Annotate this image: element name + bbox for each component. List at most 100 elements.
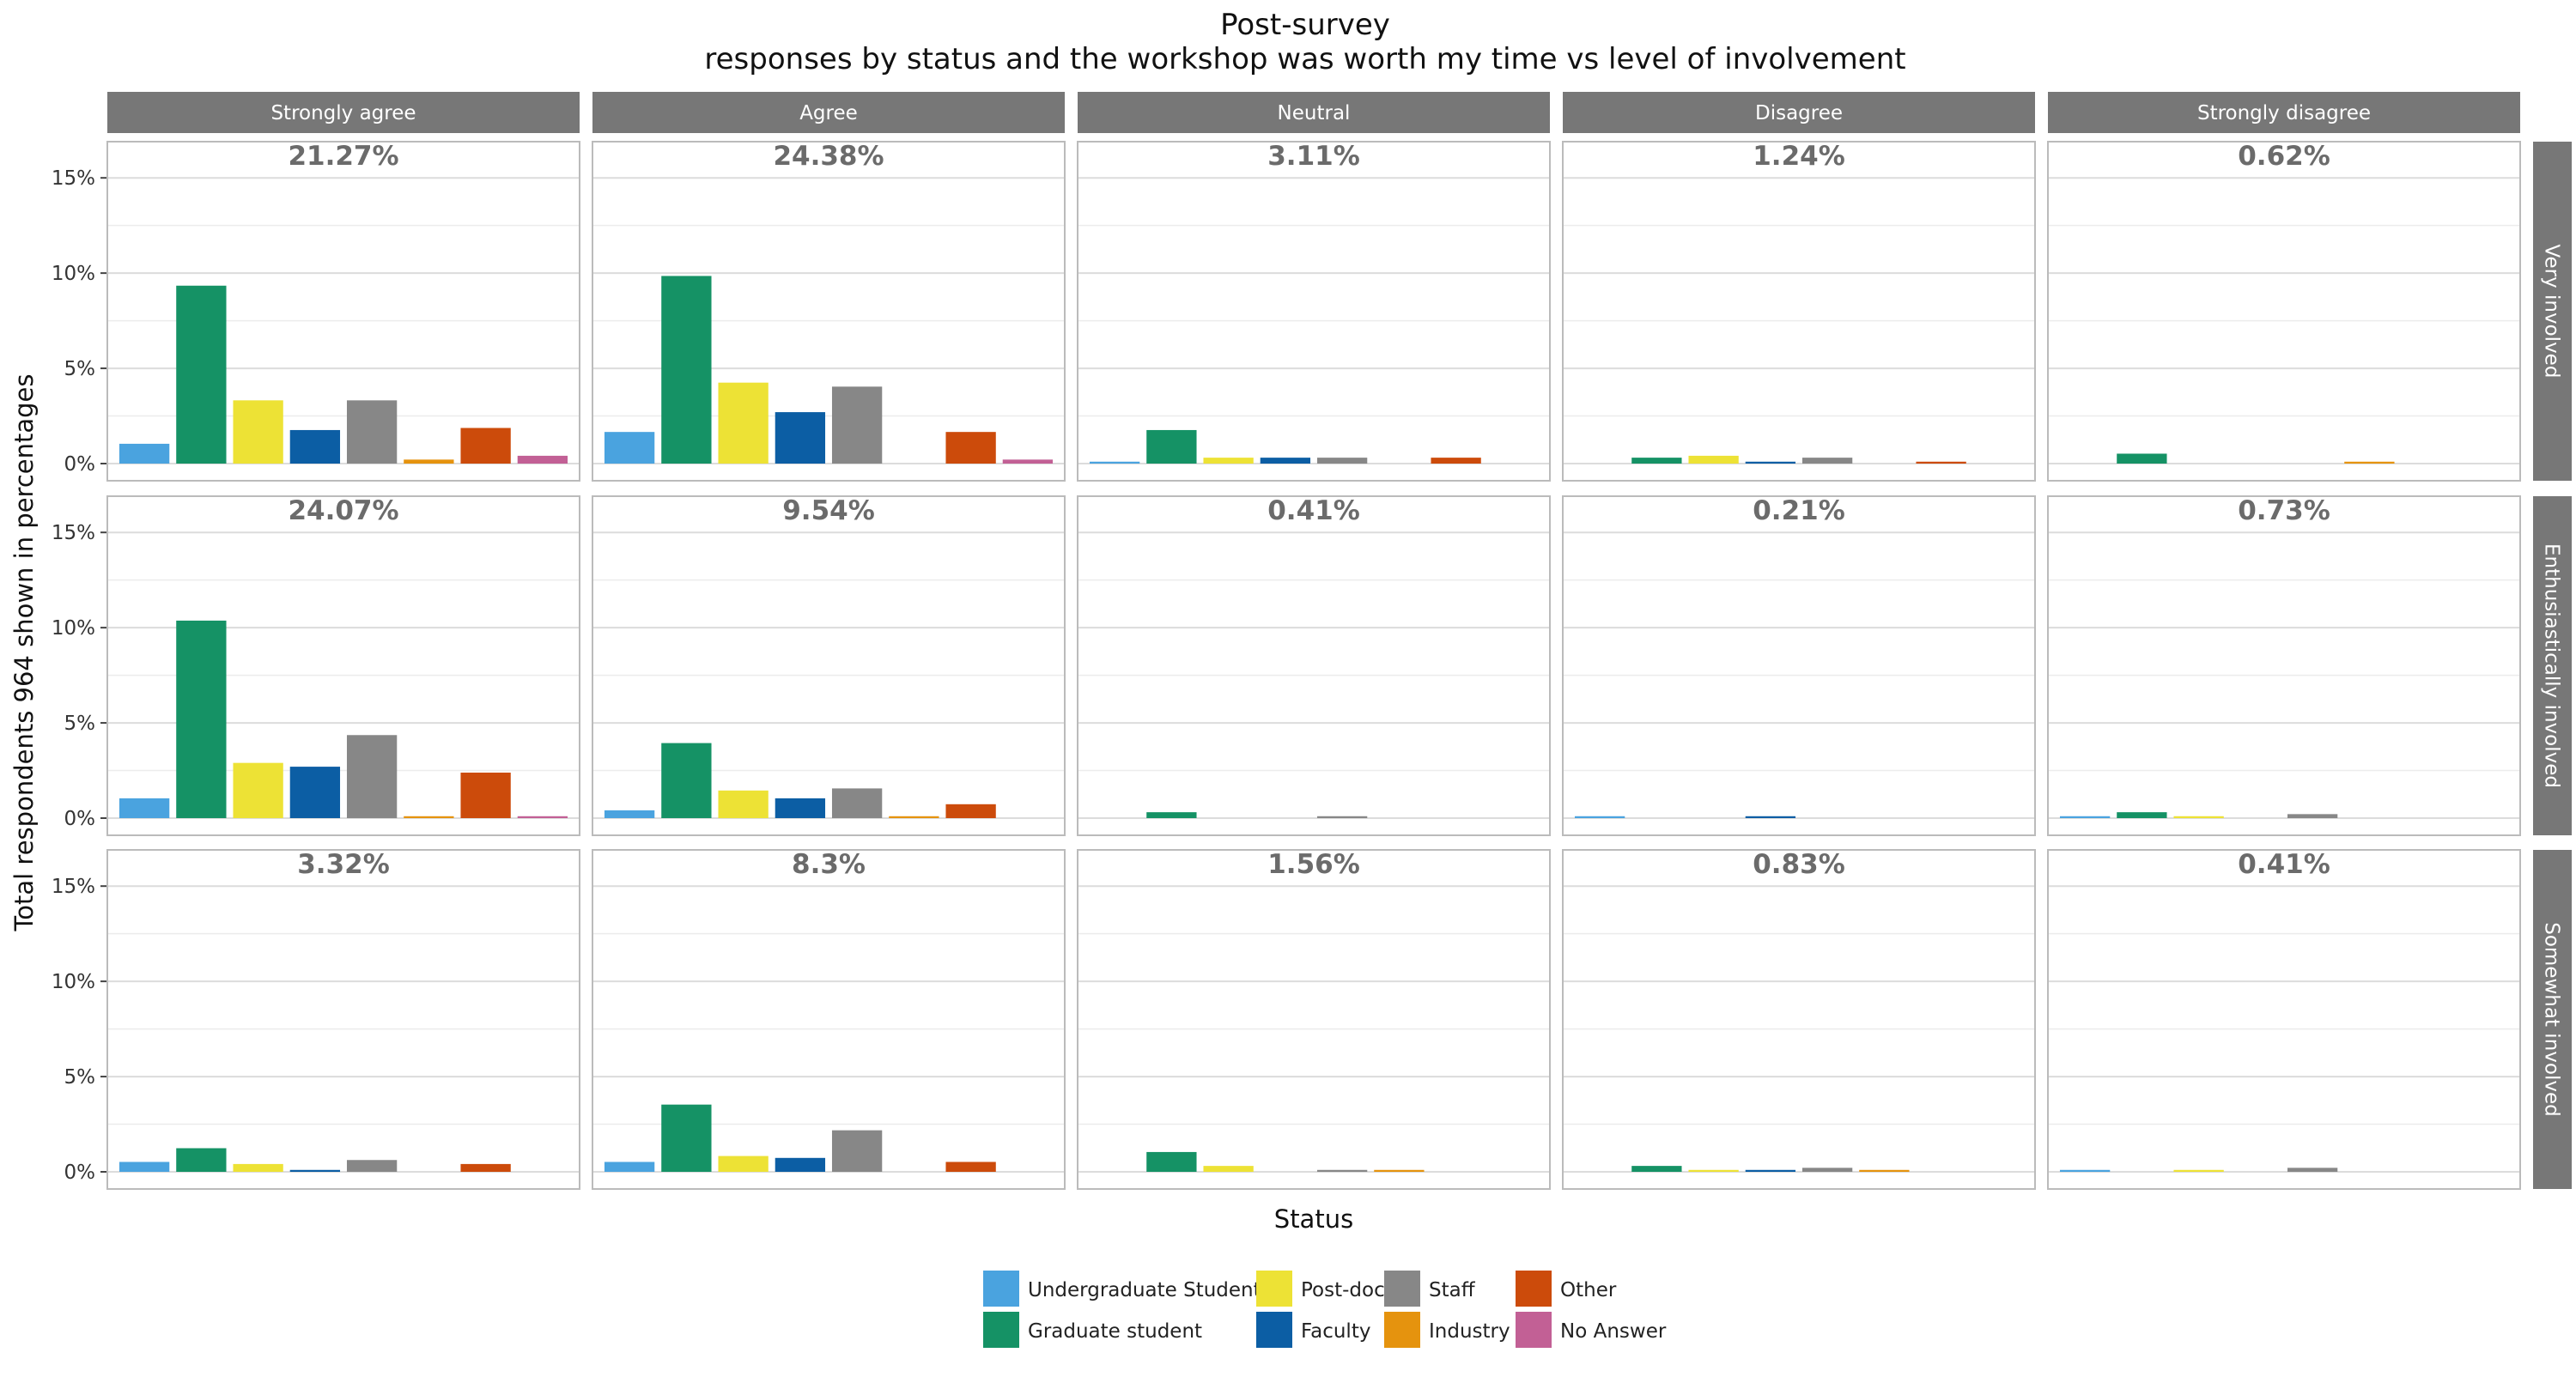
panel-background [1562,849,2036,1190]
column-strip-label: Strongly agree [270,102,416,124]
row-strip-label: Very involved [2541,245,2563,379]
row-strip [2533,850,2572,1189]
bar [1316,1169,1368,1172]
bar [1374,1169,1425,1172]
y-tick-label: 10% [52,263,95,285]
bar [1431,458,1481,464]
bar [1002,459,1054,464]
y-tick-label: 10% [52,971,95,993]
bar [604,1162,655,1172]
panel-background [106,849,580,1190]
y-tick-label: 0% [64,453,96,476]
bar [2117,453,2167,464]
bar [1203,458,1254,464]
legend-label: Undergraduate Student [1028,1279,1261,1301]
row-strip [2533,496,2572,835]
chart-subtitle: responses by status and the workshop was… [704,42,1905,76]
row-strip-label: Somewhat involved [2541,922,2563,1116]
y-tick-label: 5% [64,1066,96,1089]
bar [831,386,883,464]
bar [176,285,227,464]
panel-total-label: 0.83% [1753,849,1845,880]
bar [289,429,341,464]
y-tick-label: 10% [52,617,95,640]
x-axis-label: Status [1274,1204,1353,1234]
legend-swatch [1516,1271,1552,1307]
bar [346,400,398,464]
panel-background [1077,141,1551,482]
bar [1688,1169,1739,1172]
bar [831,1130,883,1172]
bar [1574,816,1625,818]
bar [1859,1169,1910,1172]
y-axis-label: Total respondents 964 shown in percentag… [9,373,39,931]
bar [346,735,398,818]
bar [233,762,283,818]
column-strip [592,92,1065,133]
column-strip [107,92,580,133]
bar [118,443,170,464]
panel-total-label: 24.38% [773,141,884,172]
bar [176,620,227,818]
bar [2059,1169,2111,1172]
bar [1316,816,1368,818]
y-tick-label: 15% [52,876,95,898]
y-tick-label: 15% [52,167,95,190]
bar [289,1169,341,1172]
legend-label: No Answer [1560,1320,1667,1343]
panel-background [1077,495,1551,836]
panel-total-label: 24.07% [288,495,398,526]
panel-background [2047,141,2521,482]
bar [1316,458,1368,464]
legend-swatch [983,1312,1019,1348]
panel-total-label: 0.41% [2238,849,2330,880]
panel-total-label: 0.41% [1267,495,1360,526]
bar [1146,1151,1197,1172]
bar [604,810,655,818]
bar [2173,816,2224,818]
panel-total-label: 9.54% [782,495,875,526]
column-strip-label: Strongly disagree [2197,102,2371,124]
bar [945,432,996,464]
row-strip [2533,142,2572,481]
bar [775,1157,826,1172]
panel-total-label: 21.27% [288,141,398,172]
panel-total-label: 0.73% [2238,495,2330,526]
bar [1146,812,1197,818]
legend-label: Faculty [1301,1320,1370,1343]
bar [1801,1168,1853,1172]
legend-label: Graduate student [1028,1320,1202,1343]
panel-total-label: 0.21% [1753,495,1845,526]
panel-background [2047,495,2521,836]
bar [1916,461,1966,464]
bar [661,743,712,818]
bar [404,816,454,818]
legend-label: Industry [1429,1320,1510,1343]
bar [945,804,996,818]
row-strip-label: Enthusiastically involved [2541,543,2563,788]
bar [2059,816,2111,818]
column-strip [1563,92,2035,133]
bar [233,400,283,464]
legend-swatch [1384,1271,1420,1307]
chart-title: Post-survey [1220,8,1390,42]
bar [2287,814,2338,818]
bar [176,1148,227,1172]
y-tick-label: 0% [64,1162,96,1184]
bar [1745,461,1796,464]
bar [2173,1169,2224,1172]
y-tick-label: 5% [64,713,96,735]
panel-background [2047,849,2521,1190]
bar [460,1163,511,1172]
panel-total-label: 3.32% [297,849,390,880]
bar [233,1163,283,1172]
panel-background [1562,495,2036,836]
bar [775,412,826,464]
bar [1745,1169,1796,1172]
bar [2344,461,2395,464]
column-strip-label: Neutral [1278,102,1351,124]
bar [404,459,454,464]
legend-swatch [1384,1312,1420,1348]
